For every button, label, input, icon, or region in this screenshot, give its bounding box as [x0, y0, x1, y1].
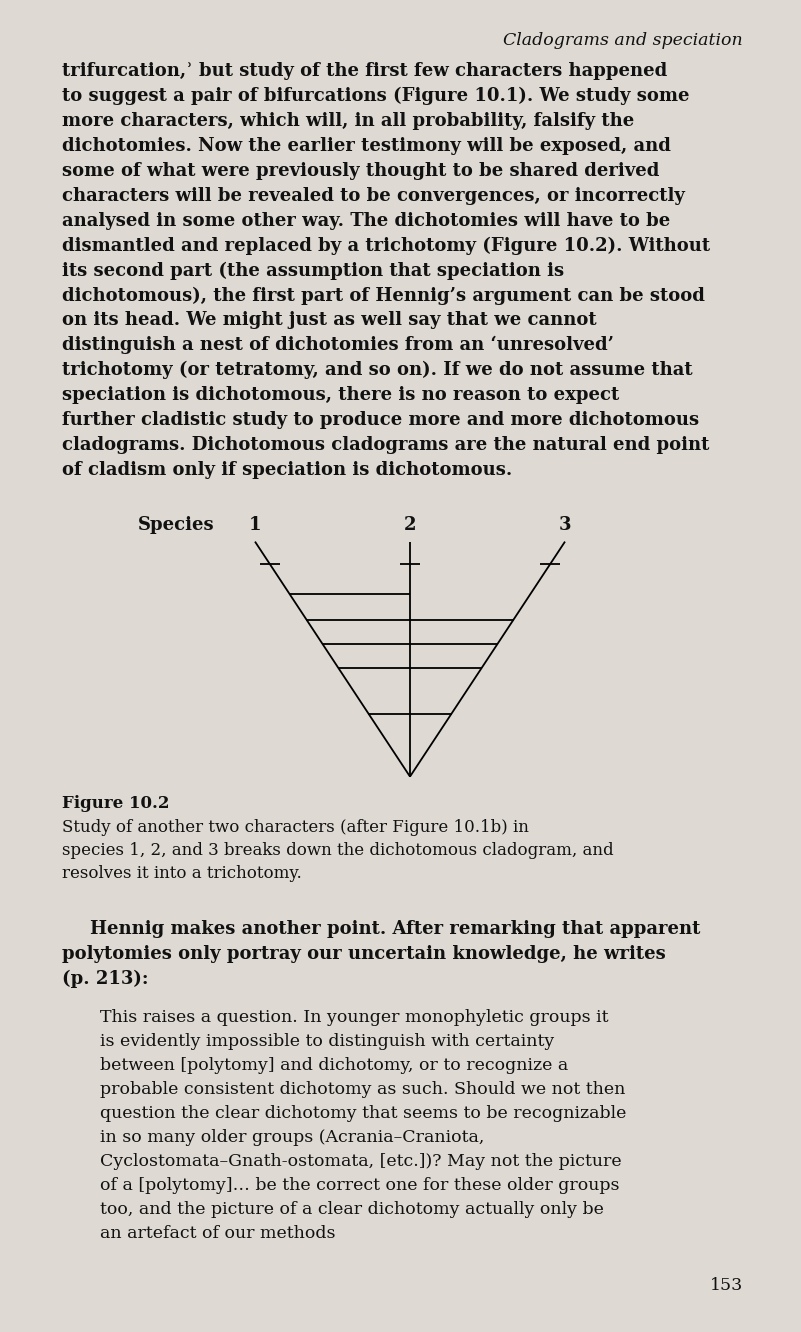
Text: Study of another two characters (after Figure 10.1b) in: Study of another two characters (after F…	[62, 819, 529, 835]
Text: 2: 2	[404, 515, 417, 534]
Text: trichotomy (or tetratomy, and so on). If we do not assume that: trichotomy (or tetratomy, and so on). If…	[62, 361, 693, 380]
Text: dismantled and replaced by a trichotomy (Figure 10.2). Without: dismantled and replaced by a trichotomy …	[62, 236, 710, 254]
Text: Cladograms and speciation: Cladograms and speciation	[503, 32, 743, 49]
Text: of a [polytomy]… be the correct one for these older groups: of a [polytomy]… be the correct one for …	[100, 1177, 619, 1195]
Text: an artefact of our methods: an artefact of our methods	[100, 1225, 336, 1243]
Text: This raises a question. In younger monophyletic groups it: This raises a question. In younger monop…	[100, 1010, 609, 1027]
Text: characters will be revealed to be convergences, or incorrectly: characters will be revealed to be conver…	[62, 186, 685, 205]
Text: (p. 213):: (p. 213):	[62, 970, 148, 988]
Text: Species: Species	[138, 515, 215, 534]
Text: Cyclostomata–Gnath-ostomata, [etc.])? May not the picture: Cyclostomata–Gnath-ostomata, [etc.])? Ma…	[100, 1154, 622, 1171]
Text: speciation is dichotomous, there is no reason to expect: speciation is dichotomous, there is no r…	[62, 386, 619, 404]
Text: too, and the picture of a clear dichotomy actually only be: too, and the picture of a clear dichotom…	[100, 1201, 604, 1219]
Text: further cladistic study to produce more and more dichotomous: further cladistic study to produce more …	[62, 410, 699, 429]
Text: distinguish a nest of dichotomies from an ‘unresolved’: distinguish a nest of dichotomies from a…	[62, 336, 614, 354]
Text: question the clear dichotomy that seems to be recognizable: question the clear dichotomy that seems …	[100, 1106, 626, 1123]
Text: is evidently impossible to distinguish with certainty: is evidently impossible to distinguish w…	[100, 1034, 554, 1051]
Text: its second part (the assumption that speciation is: its second part (the assumption that spe…	[62, 261, 564, 280]
Text: cladograms. Dichotomous cladograms are the natural end point: cladograms. Dichotomous cladograms are t…	[62, 436, 710, 454]
Text: resolves it into a trichotomy.: resolves it into a trichotomy.	[62, 864, 302, 882]
Text: Figure 10.2: Figure 10.2	[62, 795, 170, 811]
Text: analysed in some other way. The dichotomies will have to be: analysed in some other way. The dichotom…	[62, 212, 670, 229]
Text: to suggest a pair of bifurcations (Figure 10.1). We study some: to suggest a pair of bifurcations (Figur…	[62, 87, 690, 105]
Text: polytomies only portray our uncertain knowledge, he writes: polytomies only portray our uncertain kn…	[62, 944, 666, 963]
Text: on its head. We might just as well say that we cannot: on its head. We might just as well say t…	[62, 312, 597, 329]
Text: species 1, 2, and 3 breaks down the dichotomous cladogram, and: species 1, 2, and 3 breaks down the dich…	[62, 842, 614, 859]
Text: Hennig makes another point. After remarking that apparent: Hennig makes another point. After remark…	[90, 919, 700, 938]
Text: more characters, which will, in all probability, falsify the: more characters, which will, in all prob…	[62, 112, 634, 129]
Text: of cladism only if speciation is dichotomous.: of cladism only if speciation is dichoto…	[62, 461, 513, 478]
Text: dichotomies. Now the earlier testimony will be exposed, and: dichotomies. Now the earlier testimony w…	[62, 137, 671, 155]
Text: probable consistent dichotomy as such. Should we not then: probable consistent dichotomy as such. S…	[100, 1082, 626, 1099]
Text: 1: 1	[249, 515, 261, 534]
Text: between [polytomy] and dichotomy, or to recognize a: between [polytomy] and dichotomy, or to …	[100, 1058, 568, 1075]
Text: in so many older groups (Acrania–Craniota,: in so many older groups (Acrania–Craniot…	[100, 1130, 485, 1147]
Text: some of what were previously thought to be shared derived: some of what were previously thought to …	[62, 161, 659, 180]
Text: 3: 3	[559, 515, 571, 534]
Text: 153: 153	[710, 1277, 743, 1293]
Text: trifurcation,ʾ but study of the first few characters happened: trifurcation,ʾ but study of the first fe…	[62, 63, 667, 80]
Text: dichotomous), the first part of Hennig’s argument can be stood: dichotomous), the first part of Hennig’s…	[62, 286, 705, 305]
